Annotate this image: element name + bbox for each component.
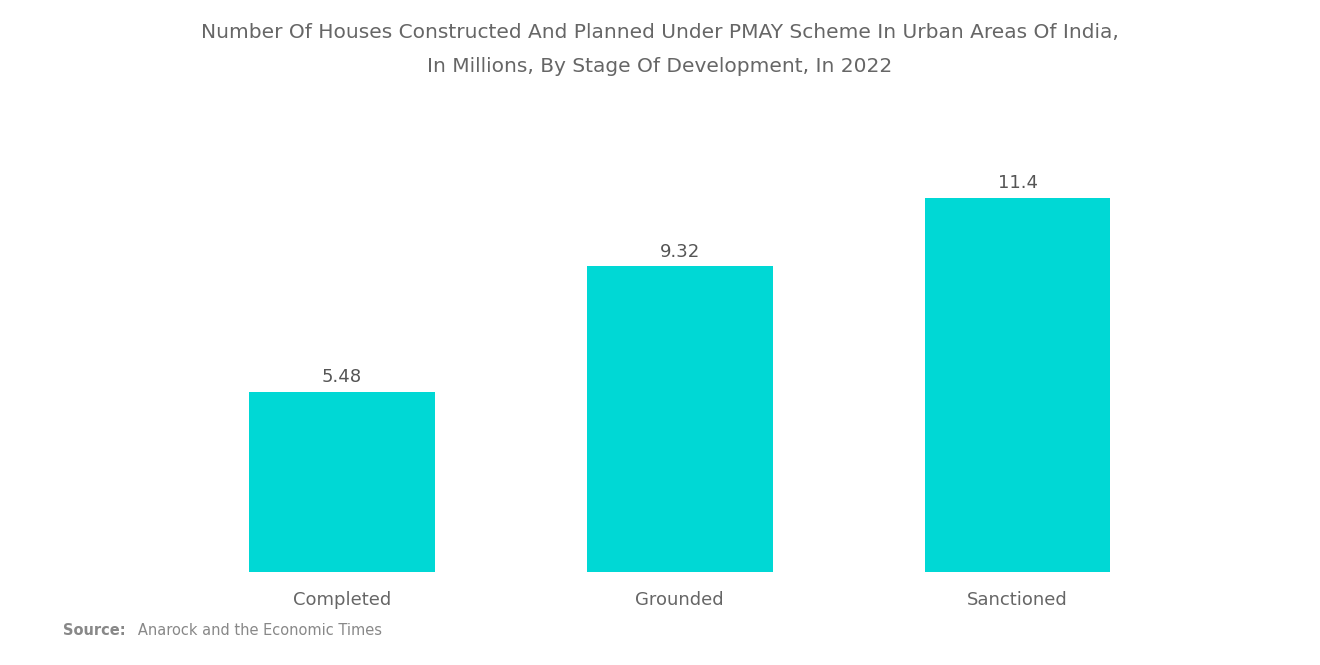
Text: Anarock and the Economic Times: Anarock and the Economic Times — [124, 623, 381, 638]
Bar — [249, 392, 434, 572]
Text: Source:: Source: — [63, 623, 125, 638]
Bar — [587, 267, 772, 572]
Text: 9.32: 9.32 — [660, 243, 700, 261]
Text: In Millions, By Stage Of Development, In 2022: In Millions, By Stage Of Development, In… — [428, 57, 892, 76]
Text: 11.4: 11.4 — [998, 174, 1038, 192]
Bar — [925, 198, 1110, 572]
Text: Number Of Houses Constructed And Planned Under PMAY Scheme In Urban Areas Of Ind: Number Of Houses Constructed And Planned… — [201, 23, 1119, 43]
Text: 5.48: 5.48 — [322, 368, 362, 386]
